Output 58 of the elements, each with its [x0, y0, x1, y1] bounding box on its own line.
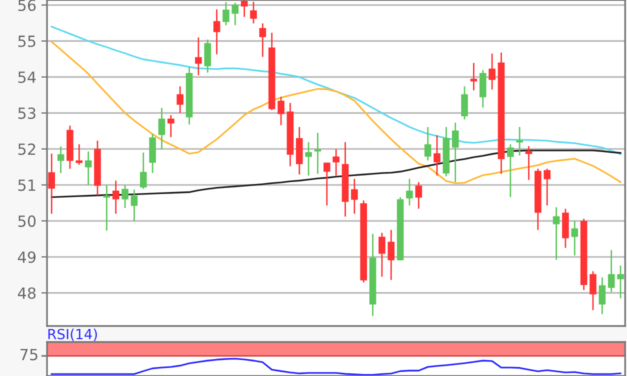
candlestick [470, 62, 478, 92]
candlestick [415, 181, 422, 210]
candlestick [351, 178, 358, 214]
candlestick [571, 220, 578, 256]
candlestick [130, 188, 138, 222]
y-tick-label: 50 [18, 215, 36, 227]
candlestick [516, 126, 523, 156]
candlestick [213, 8, 220, 56]
candlestick [323, 162, 330, 206]
candlestick [525, 145, 532, 181]
candlestick [452, 122, 459, 183]
candlestick [424, 126, 432, 162]
candlestick [479, 69, 486, 108]
y-tick-label: 56 [18, 0, 36, 12]
candlestick [204, 38, 212, 74]
candlestick [378, 232, 386, 278]
candlestick [112, 180, 120, 214]
y-tick-label: 53 [18, 107, 36, 120]
y-tick-label: 48 [18, 287, 36, 299]
candlestick [434, 134, 440, 176]
candlestick [57, 146, 64, 174]
candlestick [461, 86, 468, 120]
chart-title: RSI(14) [48, 328, 97, 341]
candlestick [388, 229, 395, 281]
candlestick [305, 141, 312, 176]
text: 75 [20, 349, 38, 360]
candlestick [507, 144, 514, 198]
candlestick [76, 144, 83, 166]
y-tick-label: 55 [18, 36, 36, 48]
candlestick [406, 178, 413, 206]
candlestick [259, 22, 266, 58]
candlestick [84, 150, 92, 186]
candlestick [48, 152, 56, 214]
candlestick [232, 2, 239, 26]
candlestick [488, 52, 496, 90]
candlestick [552, 206, 560, 260]
line-series [50, 40, 622, 184]
candlestick [332, 148, 340, 176]
candlestick [176, 86, 184, 114]
candlestick [158, 107, 166, 150]
candlestick [544, 168, 551, 206]
candlestick [240, 0, 248, 18]
y-tick-label: 52 [18, 143, 36, 155]
candlestick [168, 114, 174, 138]
y-tick-label: 51 [18, 180, 36, 191]
candlestick [122, 184, 128, 209]
candlestick [608, 249, 615, 293]
candlestick [598, 276, 606, 315]
candlestick [250, 1, 257, 24]
candlestick [140, 152, 147, 190]
candlestick [222, 1, 230, 26]
y-tick-label: 54 [18, 72, 36, 84]
y-tick-label: 49 [18, 251, 36, 263]
candlestick [617, 264, 624, 299]
line-series [50, 26, 622, 155]
candlestick [278, 96, 284, 126]
candlestick [590, 270, 596, 311]
candlestick [195, 36, 202, 76]
